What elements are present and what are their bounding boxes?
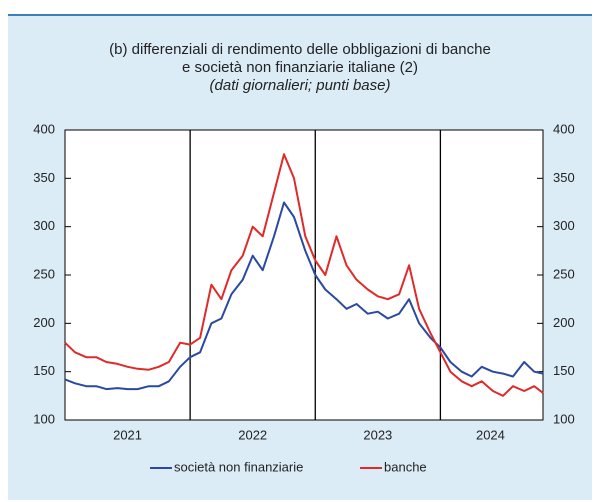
y2-tick-label: 400 — [553, 121, 575, 136]
chart-subtitle: (dati giornalieri; punti base) — [210, 77, 391, 94]
y2-tick-label: 100 — [553, 411, 575, 426]
legend-label: banche — [384, 459, 427, 474]
y-tick-label: 200 — [33, 315, 55, 330]
y-tick-label: 250 — [33, 266, 55, 281]
y2-tick-label: 200 — [553, 315, 575, 330]
y-tick-label: 300 — [33, 218, 55, 233]
y-tick-label: 150 — [33, 363, 55, 378]
chart-title: e società non finanziarie italiane (2) — [182, 59, 418, 76]
series-line — [64, 201, 544, 391]
chart-title: (b) differenziali di rendimento delle ob… — [109, 41, 491, 58]
x-tick-label: 2024 — [476, 427, 505, 442]
y-tick-label: 100 — [33, 411, 55, 426]
y2-tick-label: 250 — [553, 266, 575, 281]
y2-tick-label: 300 — [553, 218, 575, 233]
x-tick-label: 2021 — [113, 427, 142, 442]
y2-tick-label: 350 — [553, 170, 575, 185]
series-line — [64, 153, 544, 397]
y2-tick-label: 150 — [553, 363, 575, 378]
y-tick-label: 400 — [33, 121, 55, 136]
x-tick-label: 2022 — [238, 427, 267, 442]
x-tick-label: 2023 — [363, 427, 392, 442]
legend-label: società non finanziarie — [174, 459, 303, 474]
y-tick-label: 350 — [33, 170, 55, 185]
